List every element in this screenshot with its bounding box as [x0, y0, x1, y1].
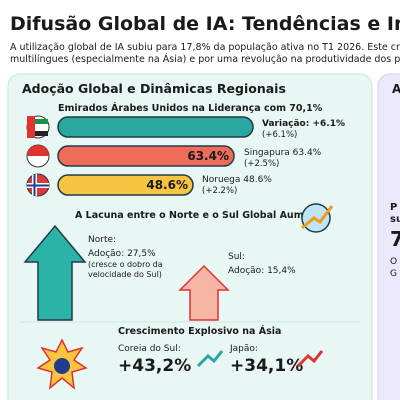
- right-panel: [377, 73, 400, 400]
- globe-icon: [301, 203, 334, 233]
- asia-label: Japão:: [229, 344, 258, 354]
- explosion-icon: [36, 338, 88, 390]
- flag-no: [26, 173, 50, 197]
- south-text: Adoção: 15,4%: [228, 266, 296, 276]
- bar-side: Singapura 63.4%: [244, 148, 322, 158]
- trend-icon: [196, 350, 224, 368]
- flag-sg: [26, 144, 50, 168]
- bar-change: (+2.5%): [244, 159, 279, 169]
- subtitle: multilíngues (especialmente na Ásia) e p…: [10, 53, 400, 65]
- bar: [57, 145, 235, 167]
- right-fragment: 7: [390, 227, 400, 251]
- subtitle: A utilização global de IA subiu para 17,…: [10, 42, 400, 53]
- asia-value: +34,1%: [230, 356, 303, 376]
- south-text: Sul:: [228, 252, 245, 262]
- right-fragment: P: [390, 202, 397, 213]
- north-text: (cresce o dobro da: [88, 260, 163, 269]
- bar-change: (+2.2%): [202, 186, 237, 196]
- asia-value: +43,2%: [118, 356, 191, 376]
- right-fragment: A: [392, 82, 400, 96]
- bar: [57, 116, 254, 138]
- north-text: Norte:: [88, 235, 116, 245]
- bar: [57, 174, 194, 196]
- bar-side: Noruega 48.6%: [202, 175, 272, 185]
- asia-title: Crescimento Explosivo na Ásia: [118, 325, 281, 337]
- north-text: velocidade do Sul): [88, 270, 162, 279]
- trend-icon: [296, 350, 324, 368]
- right-fragment: O: [390, 257, 397, 267]
- south-arrow: [178, 264, 230, 321]
- flag-uae: [26, 115, 50, 139]
- right-fragment: su: [390, 214, 400, 225]
- title: Difusão Global de IA: Tendências e Insig…: [10, 13, 400, 35]
- panel-title: Adoção Global e Dinâmicas Regionais: [22, 81, 286, 96]
- gap-title: A Lacuna entre o Norte e o Sul Global Au…: [75, 210, 328, 221]
- bar-label: 63.4%: [187, 149, 229, 163]
- asia-label: Coreia do Sul:: [118, 344, 181, 354]
- bar-label: 48.6%: [146, 178, 188, 192]
- bar-side: Variação: +6.1%: [262, 119, 345, 129]
- north-text: Adoção: 27,5%: [88, 249, 156, 259]
- leader-title: Emirados Árabes Unidos na Liderança com …: [58, 102, 323, 114]
- right-fragment: G: [390, 269, 397, 279]
- north-arrow: [23, 224, 87, 321]
- bar-change: (+6.1%): [262, 130, 297, 140]
